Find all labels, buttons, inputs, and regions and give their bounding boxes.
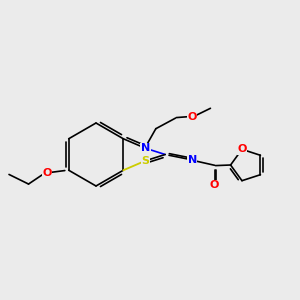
Text: N: N bbox=[188, 155, 197, 165]
Text: S: S bbox=[141, 156, 149, 166]
Text: N: N bbox=[141, 143, 150, 153]
Text: O: O bbox=[187, 112, 196, 122]
Text: O: O bbox=[237, 144, 247, 154]
Text: O: O bbox=[210, 180, 219, 190]
Text: O: O bbox=[42, 168, 52, 178]
